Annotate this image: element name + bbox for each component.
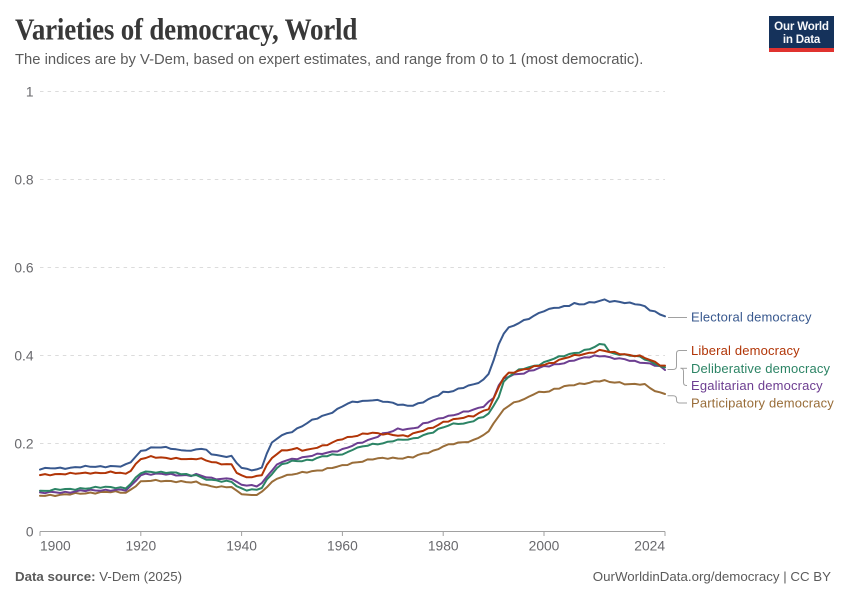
- svg-text:1960: 1960: [327, 539, 358, 554]
- svg-text:0.8: 0.8: [14, 173, 34, 188]
- svg-text:Deliberative democracy: Deliberative democracy: [691, 361, 830, 376]
- svg-text:1900: 1900: [40, 539, 71, 554]
- svg-text:0.4: 0.4: [14, 349, 34, 364]
- svg-text:1: 1: [26, 85, 34, 100]
- svg-text:2000: 2000: [529, 539, 560, 554]
- svg-text:1920: 1920: [125, 539, 156, 554]
- svg-text:Participatory democracy: Participatory democracy: [691, 396, 834, 411]
- svg-text:Liberal democracy: Liberal democracy: [691, 343, 800, 358]
- svg-text:0.6: 0.6: [14, 261, 34, 276]
- svg-text:Egalitarian democracy: Egalitarian democracy: [691, 378, 823, 393]
- svg-text:Electoral democracy: Electoral democracy: [691, 310, 812, 325]
- svg-text:0: 0: [26, 525, 34, 540]
- svg-text:0.2: 0.2: [14, 437, 33, 452]
- svg-text:1980: 1980: [428, 539, 459, 554]
- svg-text:2024: 2024: [634, 539, 665, 554]
- svg-text:1940: 1940: [226, 539, 257, 554]
